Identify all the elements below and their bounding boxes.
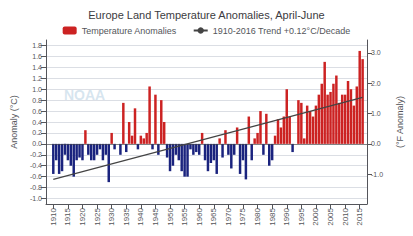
svg-text:Temperature Anomalies: Temperature Anomalies <box>82 26 177 36</box>
svg-text:1985: 1985 <box>268 207 277 225</box>
svg-text:1990: 1990 <box>282 207 291 225</box>
svg-text:-0.2: -0.2 <box>30 151 42 158</box>
svg-text:Anomaly (°C): Anomaly (°C) <box>9 95 19 149</box>
svg-text:2015: 2015 <box>355 207 364 225</box>
svg-text:1970: 1970 <box>224 207 233 225</box>
svg-text:0.2: 0.2 <box>32 129 42 136</box>
svg-text:-0.4: -0.4 <box>30 162 42 169</box>
svg-text:-0.8: -0.8 <box>30 184 42 191</box>
svg-text:(°F Anomaly): (°F Anomaly) <box>395 96 405 148</box>
svg-text:1930: 1930 <box>107 207 116 225</box>
svg-text:NOAA: NOAA <box>64 87 105 103</box>
svg-text:0.6: 0.6 <box>32 108 42 115</box>
svg-text:2010: 2010 <box>341 207 350 225</box>
svg-text:-0.6: -0.6 <box>30 173 42 180</box>
svg-text:1965: 1965 <box>209 207 218 225</box>
svg-text:1995: 1995 <box>297 207 306 225</box>
svg-text:1.6: 1.6 <box>32 53 42 60</box>
svg-text:1955: 1955 <box>180 207 189 225</box>
svg-text:0.8: 0.8 <box>32 97 42 104</box>
svg-text:2000: 2000 <box>311 207 320 225</box>
svg-text:1.4: 1.4 <box>32 64 42 71</box>
svg-text:1980: 1980 <box>253 207 262 225</box>
svg-text:Europe Land Temperature Anomal: Europe Land Temperature Anomalies, April… <box>88 9 324 21</box>
svg-text:1960: 1960 <box>195 207 204 225</box>
svg-text:1910-2016 Trend +0.12°C/Decade: 1910-2016 Trend +0.12°C/Decade <box>213 26 350 36</box>
svg-text:1.2: 1.2 <box>32 75 42 82</box>
svg-text:1910: 1910 <box>49 207 58 225</box>
svg-text:1.8: 1.8 <box>32 42 42 49</box>
svg-text:1950: 1950 <box>166 207 175 225</box>
svg-text:0.4: 0.4 <box>32 119 42 126</box>
svg-text:1945: 1945 <box>151 207 160 225</box>
svg-text:2.0: 2.0 <box>371 80 381 87</box>
svg-text:1935: 1935 <box>122 207 131 225</box>
svg-text:1925: 1925 <box>93 207 102 225</box>
svg-text:1940: 1940 <box>136 207 145 225</box>
svg-text:1915: 1915 <box>63 207 72 225</box>
svg-text:0.0: 0.0 <box>32 140 42 147</box>
svg-text:1.0: 1.0 <box>32 86 42 93</box>
svg-text:1.0: 1.0 <box>371 110 381 117</box>
svg-text:-1.0: -1.0 <box>371 171 383 178</box>
svg-text:2005: 2005 <box>326 207 335 225</box>
svg-text:3.0: 3.0 <box>371 49 381 56</box>
svg-text:-1.0: -1.0 <box>30 195 42 202</box>
svg-text:1975: 1975 <box>238 207 247 225</box>
svg-text:0.0: 0.0 <box>371 140 381 147</box>
svg-text:1920: 1920 <box>78 207 87 225</box>
